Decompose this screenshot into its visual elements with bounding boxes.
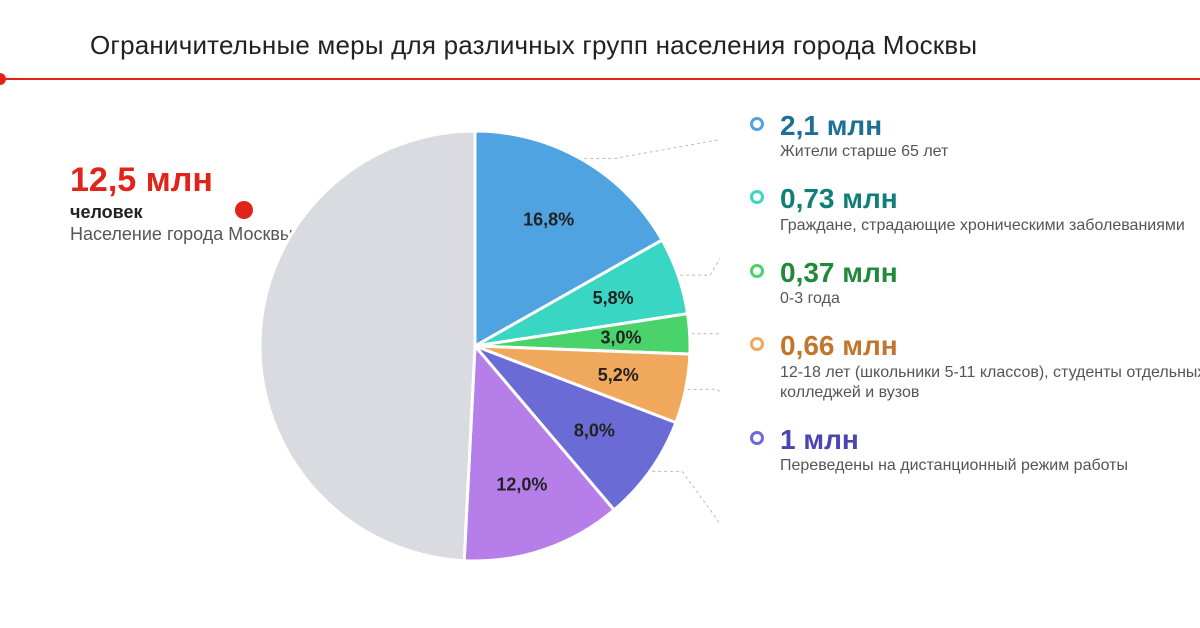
slice-label: 8,0%: [574, 420, 615, 440]
legend-bullet-icon: [750, 117, 764, 131]
legend-value: 2,1 млн: [780, 111, 1200, 140]
pie-slice-remainder: [260, 131, 475, 561]
pie-svg: 16,8% 5,8% 3,0% 5,2% 8,0% 12,0%: [250, 121, 720, 591]
legend-desc: 0-3 года: [780, 289, 1200, 309]
legend: 2,1 млнЖители старше 65 лет 0,73 млн Гражд…: [750, 111, 1200, 498]
legend-item: 0,73 млн Граждане, страдающие хроническим…: [750, 184, 1200, 235]
slice-label: 5,2%: [598, 365, 639, 385]
legend-value: 0,73 млн: [780, 184, 1200, 213]
page-title: Ограничительные меры для различных групп…: [90, 30, 1140, 61]
leader-line: [688, 389, 720, 416]
slice-label: 12,0%: [496, 474, 547, 494]
legend-value: 1 млн: [780, 425, 1200, 454]
slice-label: 16,8%: [523, 210, 574, 230]
leader-line: [692, 334, 720, 336]
legend-bullet-icon: [750, 264, 764, 278]
legend-value: 0,37 млн: [780, 258, 1200, 287]
content-area: 12,5 млн человек Население города Москвы…: [90, 121, 1140, 628]
leader-line: [652, 471, 720, 551]
legend-value: 0,66 млн: [780, 331, 1200, 360]
legend-bullet-icon: [750, 337, 764, 351]
legend-bullet-icon: [750, 431, 764, 445]
slice-label: 5,8%: [593, 288, 634, 308]
leader-line: [680, 226, 720, 275]
pie-chart: 16,8% 5,8% 3,0% 5,2% 8,0% 12,0%: [250, 121, 720, 596]
leader-line: [584, 136, 720, 159]
legend-item: 0,37 млн0-3 года: [750, 258, 1200, 309]
accent-rule-dot: [0, 73, 6, 85]
legend-item: 2,1 млнЖители старше 65 лет: [750, 111, 1200, 162]
legend-item: 1 млнПереведены на дистанционный режим р…: [750, 425, 1200, 476]
infographic-root: Ограничительные меры для различных групп…: [0, 0, 1200, 628]
legend-item: 0,66 млн 12-18 лет (школьники 5-11 классо…: [750, 331, 1200, 402]
legend-desc: 12-18 лет (школьники 5-11 классов), студ…: [780, 363, 1200, 403]
accent-rule: [0, 78, 1200, 80]
slice-label: 3,0%: [600, 328, 641, 348]
legend-desc: Переведены на дистанционный режим работы: [780, 456, 1200, 476]
legend-desc: Граждане, страдающие хроническими заболе…: [780, 216, 1200, 236]
legend-desc: Жители старше 65 лет: [780, 142, 1200, 162]
legend-bullet-icon: [750, 190, 764, 204]
